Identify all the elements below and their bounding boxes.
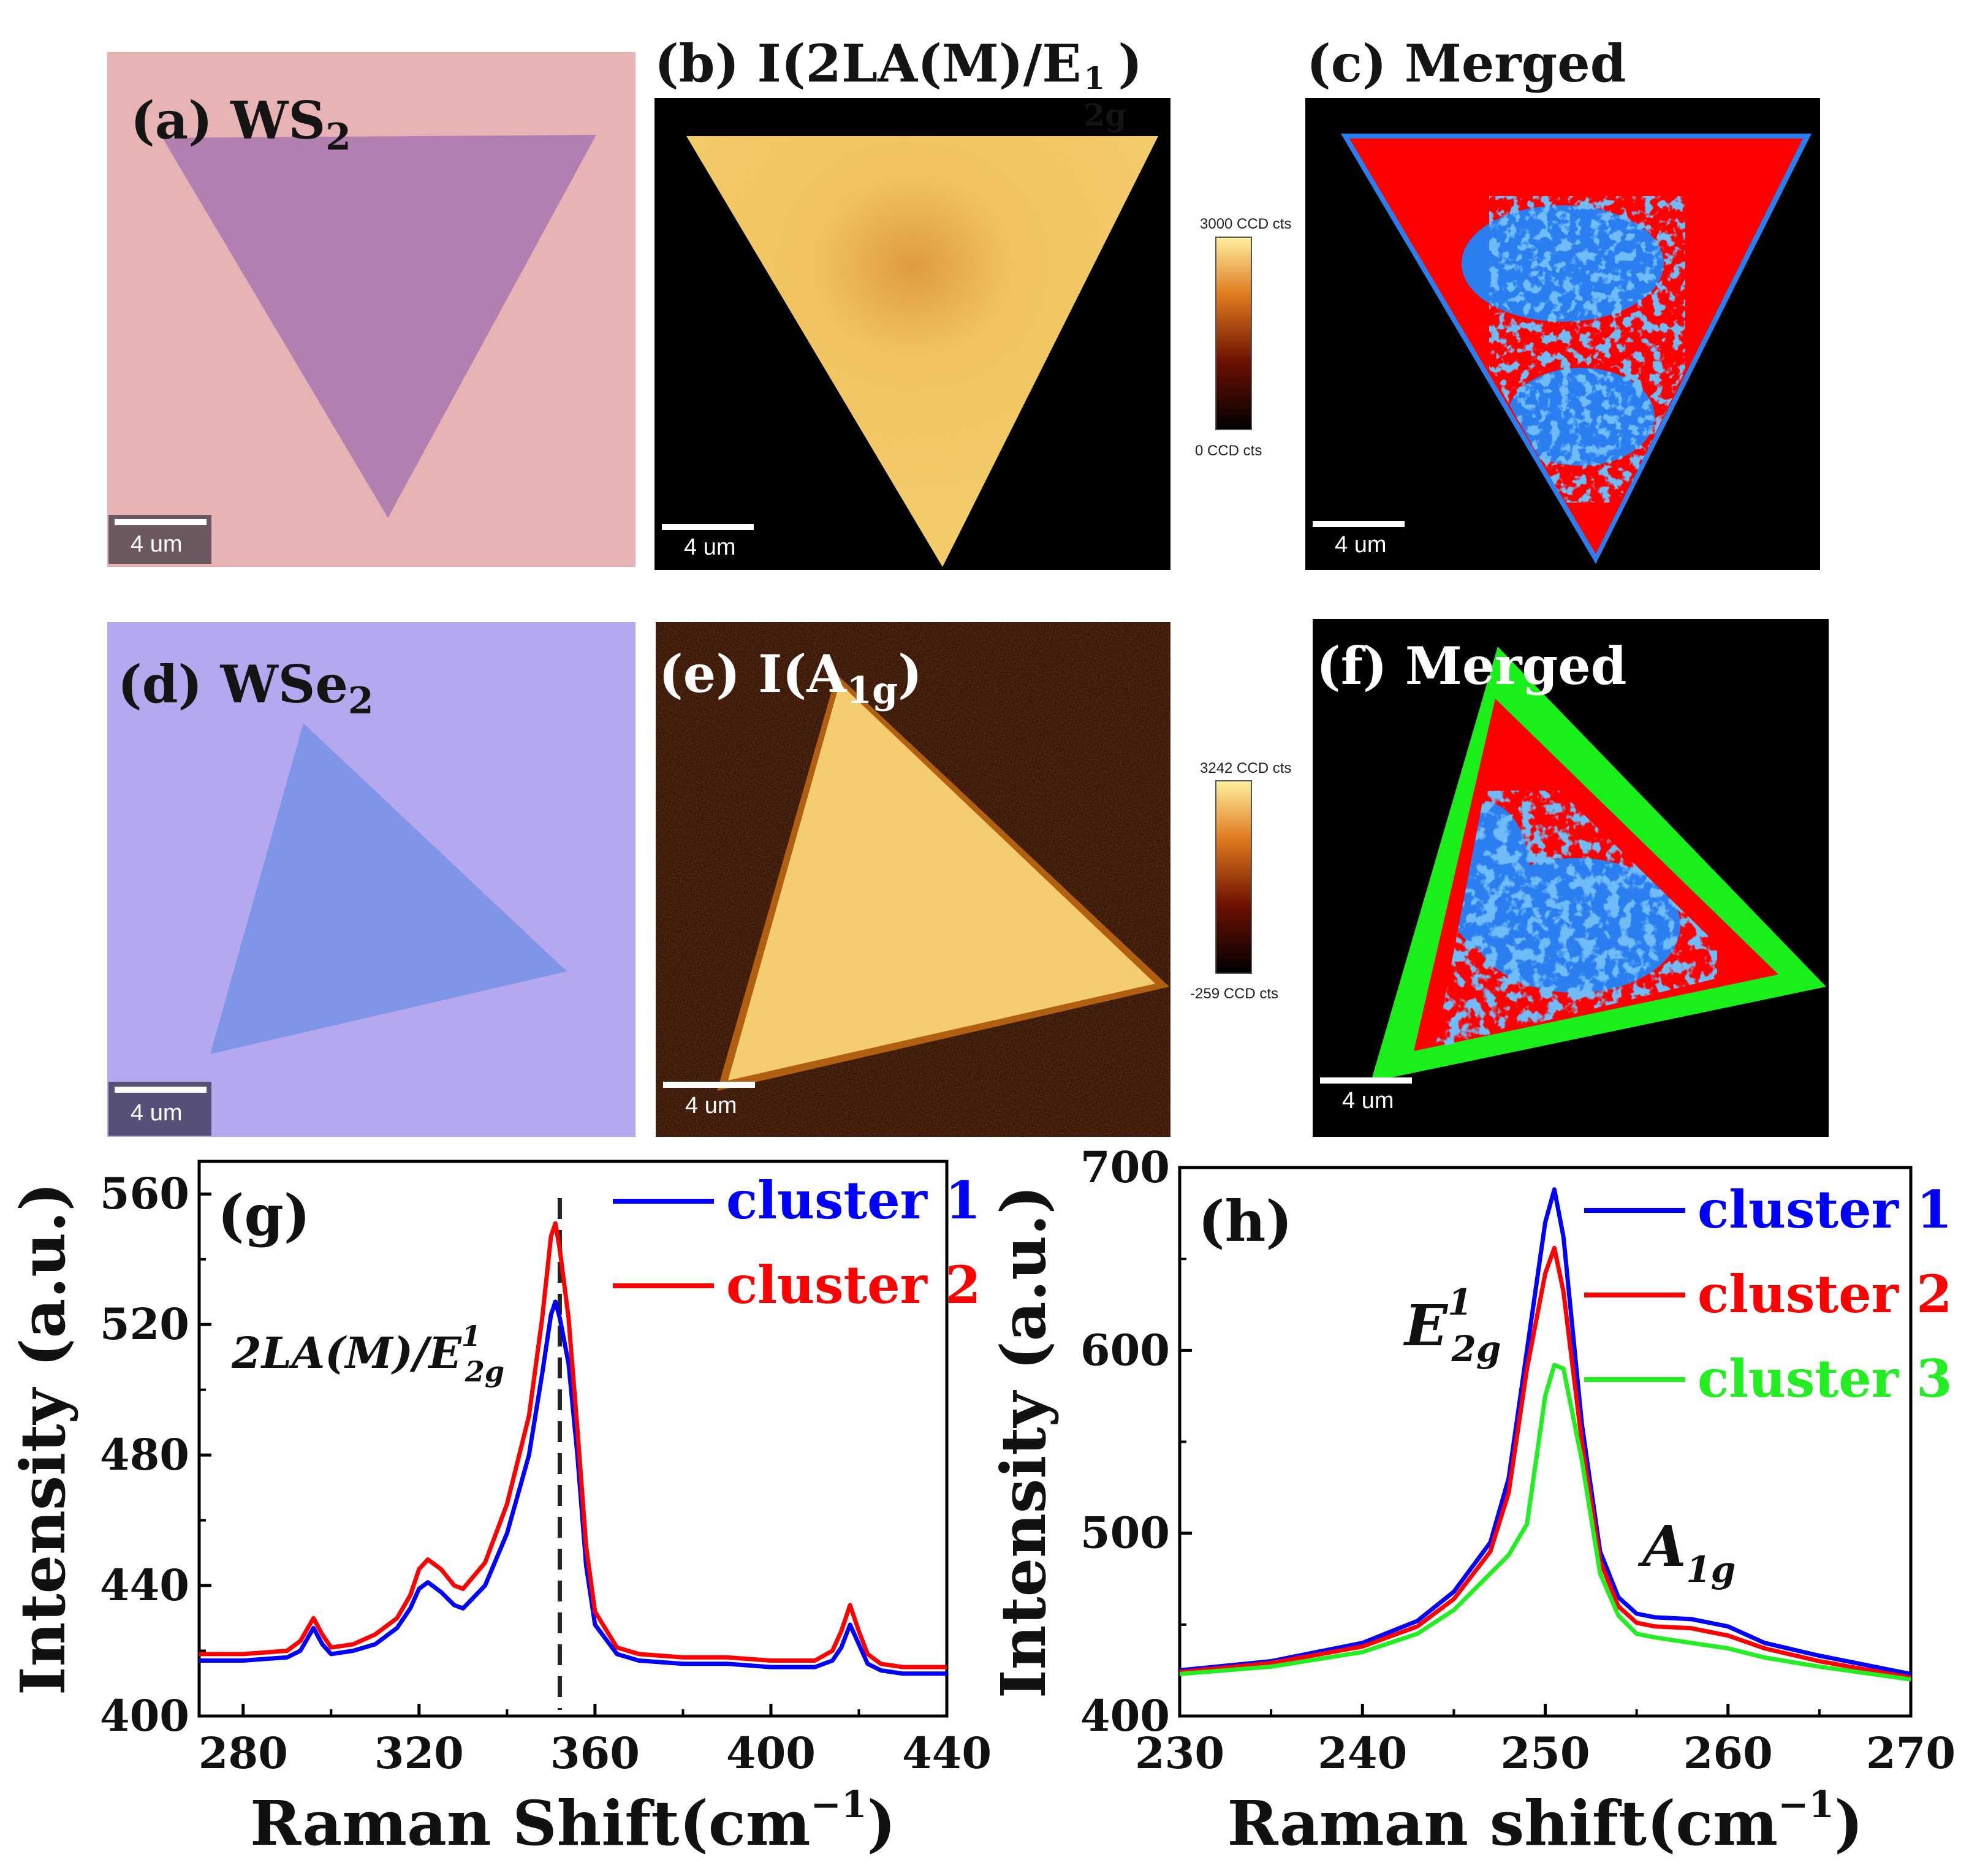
panel-d-wse2-optical: 4 um — [107, 622, 635, 1137]
y-axis-label-g: Intensity (a.u.) — [7, 1182, 79, 1695]
x-tick-label-240: 240 — [1318, 1728, 1407, 1779]
wse2-flake — [210, 723, 567, 1054]
wse2-optical-image — [107, 622, 635, 1137]
ws2-flake — [162, 135, 596, 518]
ws2-cluster-map — [1305, 98, 1820, 570]
panel-label-d: (d) WSe2 — [118, 654, 374, 723]
scale-bar — [663, 1082, 755, 1088]
scale-bar — [115, 1087, 207, 1093]
scale-bar-label-b: 4 um — [684, 534, 736, 560]
ws2-raman-map — [654, 98, 1170, 570]
panel-label-a: (a) WS2 — [131, 90, 351, 159]
x-tick-label-360: 360 — [550, 1728, 640, 1779]
panel-e-intensity-map: 4 um — [656, 622, 1170, 1137]
series-line-cluster-1 — [199, 1299, 947, 1676]
scale-bar-label-f: 4 um — [1342, 1088, 1394, 1114]
plot-frame-g — [197, 1160, 949, 1718]
series-line-cluster-1 — [1179, 1187, 1911, 1676]
y-tick-label-400: 400 — [1080, 1690, 1170, 1741]
x-tick-label-270: 270 — [1866, 1728, 1956, 1779]
series-line-cluster-2 — [199, 1221, 947, 1669]
y-tick-label-500: 500 — [1080, 1508, 1170, 1559]
scale-bar — [1313, 521, 1405, 527]
series-line-cluster-3 — [1179, 1362, 1911, 1682]
x-tick-label-230: 230 — [1135, 1728, 1224, 1779]
x-tick-label-440: 440 — [902, 1728, 992, 1779]
scale-bar-label-d: 4 um — [131, 1100, 183, 1126]
colorbar-e-min: -259 CCD cts — [1190, 985, 1279, 1002]
scale-bar-label-a: 4 um — [131, 531, 183, 557]
y-tick-label-600: 600 — [1080, 1324, 1170, 1375]
colorbar-b-max: 3000 CCD cts — [1200, 216, 1292, 232]
panel-label-b: (b) I(2LA(M)/E 1 2g) — [654, 33, 1143, 133]
x-tick-label-250: 250 — [1500, 1728, 1590, 1779]
panel-c-merged: 4 um — [1305, 98, 1820, 570]
panel-label-c: (c) Merged — [1307, 33, 1626, 94]
peak-annotation-a1g: A1g — [1637, 1513, 1736, 1590]
chart-h-wse2-spectra: 230 240 250 260 270 400 500 600 700 Raman shift(c… — [987, 1142, 1956, 1859]
legend-label-3: cluster 3 — [1698, 1348, 1952, 1409]
wse2-raman-map — [656, 622, 1170, 1137]
peak-annotation-e2g: E1 2g — [1403, 1282, 1501, 1370]
legend-label-1: cluster 1 — [726, 1170, 981, 1231]
x-tick-label-320: 320 — [374, 1728, 464, 1779]
scale-bar-label-c: 4 um — [1335, 532, 1387, 558]
panel-b-intensity-map: 4 um — [654, 98, 1170, 570]
peak-annotation-2la: 2LA(M)/E1 2g — [231, 1320, 504, 1388]
x-tick-label-400: 400 — [726, 1728, 816, 1779]
wse2-cluster-map — [1313, 619, 1829, 1137]
x-tick-label-280: 280 — [199, 1728, 288, 1779]
series-line-cluster-2 — [1179, 1245, 1911, 1680]
scale-bar — [1320, 1077, 1412, 1084]
colorbar-b-min: 0 CCD cts — [1195, 442, 1262, 459]
colorbar-e-max: 3242 CCD cts — [1200, 760, 1292, 777]
chart-g-ws2-spectra: 280 320 360 400 440 400 440 480 520 560 Raman Shif… — [7, 1160, 992, 1859]
y-tick-label-480: 480 — [100, 1429, 189, 1480]
y-tick-label-520: 520 — [100, 1299, 189, 1350]
y-tick-label-560: 560 — [100, 1168, 189, 1219]
y-tick-label-400: 400 — [100, 1690, 189, 1741]
legend-label-2: cluster 2 — [726, 1255, 981, 1315]
y-axis-label-h: Intensity (a.u.) — [987, 1185, 1060, 1698]
x-tick-label-260: 260 — [1683, 1728, 1773, 1779]
colorbar-e — [1215, 780, 1252, 974]
y-tick-label-440: 440 — [100, 1560, 189, 1611]
x-axis-label-g: Raman Shift(cm−1) — [250, 1783, 896, 1859]
panel-a-ws2-optical: 4 um — [107, 52, 635, 567]
panel-label-f: (f) Merged — [1316, 636, 1627, 696]
scale-bar — [662, 524, 754, 530]
panel-label-e: (e) I(A1g) — [659, 644, 922, 712]
x-axis-label-h: Raman shift(cm−1) — [1227, 1783, 1864, 1859]
ws2-optical-image — [107, 52, 635, 567]
y-tick-label-700: 700 — [1080, 1142, 1170, 1193]
colorbar-b — [1215, 237, 1252, 430]
panel-label-h: (h) — [1198, 1188, 1292, 1255]
panel-label-g: (g) — [218, 1182, 310, 1248]
panel-f-merged: 4 um — [1313, 619, 1829, 1137]
scale-bar-label-e: 4 um — [685, 1093, 737, 1118]
legend-label-2: cluster 2 — [1698, 1264, 1952, 1324]
scale-bar — [115, 519, 207, 525]
legend-label-1: cluster 1 — [1698, 1179, 1952, 1240]
